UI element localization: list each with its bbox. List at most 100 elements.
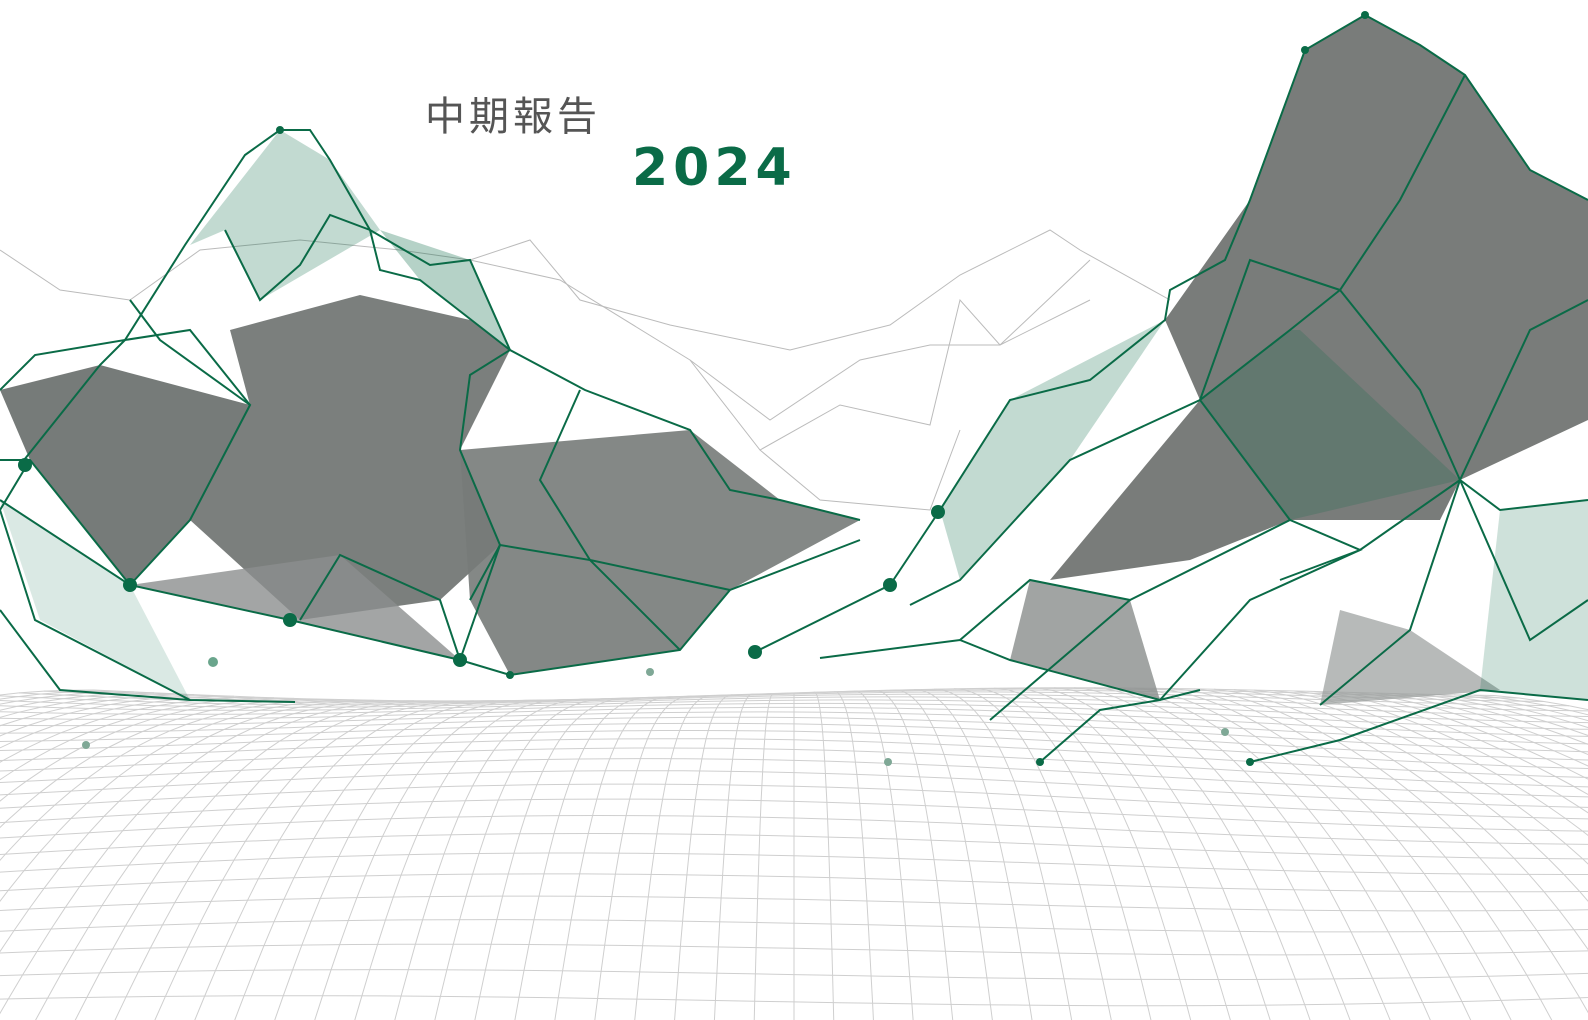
node — [506, 671, 514, 679]
mesh-line — [1273, 690, 1588, 837]
mesh-line — [0, 697, 275, 781]
mesh-line — [514, 696, 655, 1020]
facet — [380, 230, 510, 350]
mesh-line — [1213, 688, 1588, 951]
mesh-line — [1073, 687, 1351, 1020]
mesh-line — [713, 693, 755, 1020]
mesh-line — [1293, 690, 1588, 814]
mesh-line — [1433, 693, 1588, 729]
mesh-line — [554, 696, 675, 1020]
node — [1301, 46, 1309, 54]
facet — [190, 130, 380, 300]
mesh-line — [0, 696, 255, 763]
mesh-line — [674, 694, 735, 1020]
mesh-line — [1053, 687, 1311, 1020]
mesh-line — [0, 699, 375, 953]
mesh-line — [0, 690, 115, 700]
mesh-line — [0, 699, 335, 862]
edge — [0, 459, 191, 701]
mesh-line — [1033, 687, 1271, 1020]
mesh-line — [1133, 687, 1472, 1020]
node — [884, 758, 892, 766]
mesh-line — [973, 688, 1152, 1020]
left-mountain — [0, 126, 861, 749]
photo-facet — [190, 295, 510, 620]
edge — [224, 213, 512, 601]
edge — [1249, 688, 1588, 763]
mesh-line — [0, 698, 315, 829]
edge — [19, 328, 251, 466]
mesh-line — [194, 700, 495, 1020]
mesh-line — [634, 694, 715, 1020]
wire — [759, 429, 961, 511]
mesh-line — [74, 700, 435, 1020]
node — [82, 741, 90, 749]
mesh-line — [1093, 687, 1391, 1020]
mesh-line — [0, 694, 195, 727]
mesh-line — [1413, 693, 1588, 736]
mesh-line — [933, 688, 1073, 1020]
node — [1036, 758, 1044, 766]
facet — [940, 320, 1165, 580]
mesh-line — [354, 699, 575, 1020]
mesh-line — [0, 697, 295, 802]
facet — [1010, 580, 1160, 700]
mesh-line — [1233, 689, 1588, 902]
node — [931, 505, 945, 519]
mesh-line — [874, 690, 954, 1020]
mesh-line — [893, 689, 993, 1020]
node — [1361, 11, 1369, 19]
node — [1246, 758, 1254, 766]
node — [1221, 728, 1229, 736]
edge — [819, 638, 1201, 702]
node — [283, 613, 297, 627]
node — [18, 458, 32, 472]
mesh-line — [1473, 694, 1588, 716]
mesh-line — [1313, 691, 1588, 795]
cover-year: 2024 — [632, 138, 797, 198]
mesh-line — [1013, 687, 1231, 1020]
mesh-line — [314, 699, 554, 1020]
mesh-line — [913, 689, 1033, 1020]
edge — [959, 578, 1133, 721]
edge — [1458, 299, 1588, 642]
node — [453, 653, 467, 667]
node — [748, 645, 762, 659]
right-mountain — [646, 11, 1588, 766]
facet — [1200, 330, 1460, 520]
mesh-line — [0, 695, 215, 737]
mesh-line — [1193, 688, 1588, 1014]
facet — [130, 555, 460, 660]
edge — [0, 609, 296, 703]
mesh-line — [0, 700, 395, 1015]
mesh-line — [434, 698, 615, 1020]
wave-mesh — [0, 687, 1588, 1020]
mesh-line — [813, 691, 835, 1020]
mesh-line — [0, 693, 175, 718]
edge — [754, 13, 1588, 653]
mesh-line — [0, 695, 235, 749]
mesh-line — [853, 690, 914, 1020]
mesh-line — [833, 691, 874, 1020]
mesh-line — [0, 699, 355, 902]
mesh-line — [474, 697, 635, 1020]
edge — [1039, 478, 1588, 763]
cover-title: 中期報告 — [425, 94, 601, 140]
mesh-line — [594, 695, 695, 1020]
edge — [538, 389, 731, 591]
photo-facet — [1050, 15, 1588, 580]
mesh-line — [1113, 687, 1431, 1020]
photo-facet — [460, 430, 860, 675]
facet — [1320, 610, 1500, 705]
wire — [469, 259, 1091, 421]
mesh-line — [1453, 694, 1588, 722]
mesh-line — [394, 698, 595, 1020]
mesh-line — [753, 692, 775, 1020]
edge — [1129, 518, 1363, 601]
edge — [1198, 74, 1466, 521]
mesh-line — [0, 692, 155, 711]
mesh-line — [0, 691, 135, 705]
facet — [1480, 500, 1588, 700]
node — [123, 578, 137, 592]
